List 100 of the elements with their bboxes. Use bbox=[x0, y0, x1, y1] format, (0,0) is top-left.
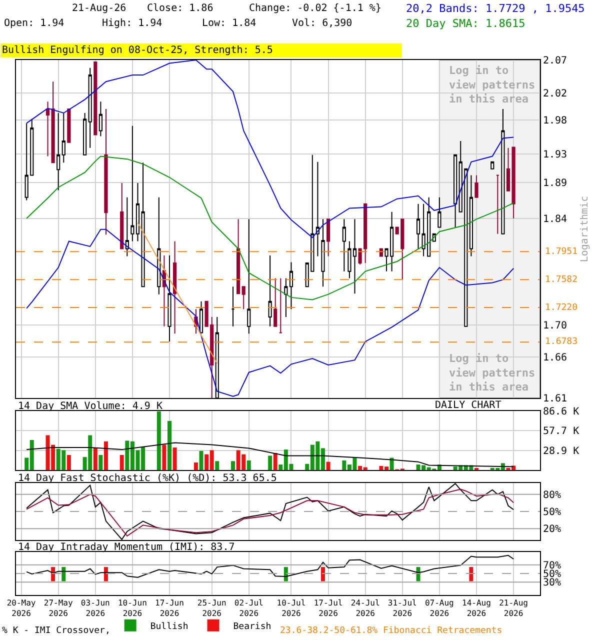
chart-title: 14 Day Intraday Momentum (IMI): 83.7 bbox=[18, 542, 235, 553]
candlestick bbox=[289, 262, 294, 310]
candlestick bbox=[474, 174, 478, 198]
candlestick bbox=[454, 154, 458, 228]
y-tick-label: 1.66 bbox=[543, 352, 568, 364]
chart-title: 14 Day Fast Stochastic (%K) (%D): 53.3 65.5 bbox=[18, 473, 277, 484]
candlestick bbox=[62, 112, 66, 164]
candlestick bbox=[104, 108, 108, 236]
line-series bbox=[26, 442, 514, 468]
candlestick bbox=[469, 174, 473, 257]
bar bbox=[162, 444, 166, 470]
bar bbox=[168, 420, 172, 470]
candlestick bbox=[199, 300, 204, 334]
candlestick bbox=[88, 67, 92, 148]
candlestick bbox=[125, 196, 129, 257]
x-tick-label: 02-Jul 2026 bbox=[234, 598, 264, 618]
x-tick-label: 14-Aug 2026 bbox=[462, 598, 492, 618]
candlestick bbox=[501, 108, 505, 234]
ref-line-label: 1.7951 bbox=[545, 247, 578, 257]
candlestick bbox=[98, 101, 102, 137]
text: Bullish Engulfing on 08-Oct-25, Strength: 5.5 bbox=[2, 45, 273, 56]
bar bbox=[98, 455, 103, 470]
x-tick-label: 17-Jul 2026 bbox=[314, 598, 343, 618]
y-tick-label: 1.84 bbox=[543, 214, 568, 225]
y-tick-label: 20% bbox=[543, 524, 562, 536]
text: Open: 1.94 bbox=[4, 18, 64, 29]
candlestick bbox=[274, 278, 278, 327]
text: 20,2 Bands: 1.7729 , 1.9545 bbox=[406, 2, 585, 15]
x-tick-label: 25-Jun 2026 bbox=[197, 598, 226, 618]
bar bbox=[120, 455, 124, 470]
bar bbox=[93, 448, 98, 470]
candlestick bbox=[236, 218, 240, 294]
line-series bbox=[26, 554, 514, 578]
y-tick-label: 86.6 K bbox=[543, 406, 580, 418]
y-tick-label: 2.02 bbox=[543, 88, 568, 100]
y-tick-label: 1.89 bbox=[543, 178, 568, 189]
candlestick bbox=[268, 254, 272, 327]
bar bbox=[215, 461, 220, 470]
candlestick bbox=[94, 61, 98, 136]
candlestick bbox=[67, 108, 71, 143]
y-tick-label: 50% bbox=[543, 507, 562, 518]
y-tick-label: 30% bbox=[543, 578, 562, 589]
y-tick-label: 2.07 bbox=[543, 56, 568, 66]
bar bbox=[268, 456, 272, 470]
x-tick-label: 07-Aug 2026 bbox=[424, 598, 454, 618]
text: Change: -0.02 {-1.1 %} bbox=[249, 3, 382, 14]
candlestick bbox=[438, 196, 442, 228]
bar bbox=[246, 460, 251, 470]
x-tick-label: 27-May 2026 bbox=[44, 598, 73, 618]
candlestick bbox=[83, 112, 87, 156]
candlestick bbox=[416, 203, 420, 250]
x-tick-label: 24-Jul 2026 bbox=[350, 598, 380, 618]
x-tick-label: 20-May 2026 bbox=[6, 598, 36, 618]
candlestick bbox=[157, 196, 161, 295]
candlestick bbox=[496, 174, 500, 234]
x-tick-label: 10-Jul 2026 bbox=[276, 598, 306, 618]
y-tick-label: 1.70 bbox=[543, 320, 568, 332]
y-axis-title: Logarithmic bbox=[580, 196, 591, 262]
y-tick-label: 28.9 K bbox=[543, 446, 580, 457]
candlestick bbox=[172, 240, 177, 334]
candlestick bbox=[284, 278, 288, 318]
y-tick-label: 1.93 bbox=[543, 150, 568, 161]
bar bbox=[231, 461, 235, 470]
bar bbox=[172, 448, 177, 470]
bar bbox=[156, 411, 161, 470]
annotation: DAILY CHART bbox=[435, 400, 502, 411]
x-tick-label: 31-Jul 2026 bbox=[388, 598, 418, 618]
candlestick bbox=[168, 254, 172, 342]
text: 23.6-38.2-50-61.8% Fibonacci Retracements bbox=[280, 626, 502, 636]
candlestick bbox=[46, 101, 50, 157]
legend-title: % K - IMI Crossover, bbox=[2, 626, 110, 636]
y-tick-label: 57.7 K bbox=[543, 426, 580, 438]
ref-line-label: 1.7220 bbox=[545, 303, 578, 313]
candlestick bbox=[231, 286, 235, 327]
y-tick-label: 1.98 bbox=[543, 115, 568, 126]
text: Vol: 6,390 bbox=[292, 18, 352, 29]
legend-label: Bullish bbox=[150, 622, 188, 632]
text: High: 1.94 bbox=[102, 18, 162, 29]
candlestick bbox=[56, 112, 60, 191]
candlestick bbox=[162, 254, 166, 327]
text: 21-Aug-26 bbox=[72, 3, 126, 14]
candlestick bbox=[490, 161, 494, 170]
ref-line-label: 1.6783 bbox=[545, 337, 578, 347]
annotation: Log in to view patterns in this area bbox=[449, 64, 536, 106]
bar bbox=[326, 462, 330, 470]
x-tick-label: 17-Jun 2026 bbox=[155, 598, 184, 618]
x-tick-label: 10-Jun 2026 bbox=[118, 598, 148, 618]
bar bbox=[390, 458, 394, 470]
x-tick-label: 21-Aug 2026 bbox=[499, 598, 528, 618]
candlestick bbox=[321, 218, 325, 288]
candlestick bbox=[342, 218, 346, 272]
candlestick bbox=[120, 182, 124, 250]
text: Close: 1.86 bbox=[147, 3, 214, 14]
y-tick-label: 80% bbox=[543, 490, 562, 501]
y-tick-label: 1.61 bbox=[543, 394, 568, 404]
bar bbox=[273, 452, 278, 470]
candlestick bbox=[316, 161, 320, 257]
candlestick bbox=[242, 286, 246, 310]
text: 20 Day SMA: 1.8615 bbox=[406, 17, 526, 30]
legend-label: Bearish bbox=[233, 622, 272, 632]
